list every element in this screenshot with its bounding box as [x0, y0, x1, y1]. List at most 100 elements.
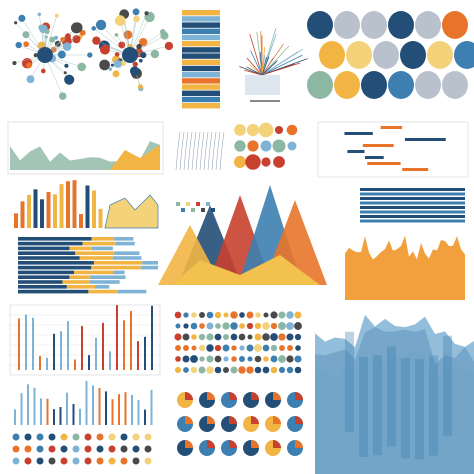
dot [254, 355, 262, 363]
bar [105, 391, 107, 425]
dot [294, 333, 302, 341]
stacked-bar [18, 270, 75, 275]
blob [334, 71, 360, 99]
dot [84, 457, 92, 465]
gantt-bar [402, 168, 429, 171]
fan-blade [203, 131, 209, 171]
dot [48, 445, 56, 453]
dot [182, 333, 190, 341]
tower-layer [182, 22, 220, 28]
dot [214, 366, 222, 374]
dot [175, 356, 181, 362]
bar [53, 409, 55, 425]
dot [206, 355, 214, 363]
pie-slice [295, 440, 303, 448]
bar [72, 403, 75, 425]
network-node [26, 75, 35, 84]
dot [255, 312, 261, 318]
gantt-bar [344, 132, 373, 135]
network-node [132, 61, 138, 67]
bar [33, 189, 38, 228]
stacked-bar [95, 285, 110, 289]
bar [14, 213, 18, 228]
fan-blade [187, 131, 193, 171]
column [415, 359, 424, 460]
stacked-bar [69, 275, 91, 279]
stacked-bar [140, 265, 158, 270]
stacked-bar [79, 256, 113, 260]
dot [270, 333, 278, 341]
dot [199, 323, 205, 329]
network-node [64, 63, 69, 68]
dot [294, 311, 302, 319]
dot [286, 322, 294, 330]
dot [258, 122, 274, 138]
dot [239, 312, 245, 318]
column [373, 355, 382, 456]
dot [286, 355, 294, 363]
dot [183, 345, 189, 351]
dot [24, 445, 32, 453]
dot [238, 366, 246, 374]
h-bar [360, 206, 465, 209]
network-node [110, 63, 114, 67]
column [443, 335, 452, 436]
tower-layer [182, 90, 220, 96]
stacked-bar [69, 246, 92, 251]
stacked-bar [112, 256, 142, 260]
dot [278, 355, 286, 363]
tower-layer [182, 10, 220, 16]
dot [286, 124, 298, 136]
dot [223, 312, 229, 318]
stacked-bar [18, 256, 80, 260]
network-node [114, 33, 119, 37]
dot [239, 323, 245, 329]
dot [246, 322, 254, 330]
dot [239, 356, 245, 362]
bar [123, 320, 125, 370]
bar [60, 331, 62, 370]
blob [415, 11, 441, 39]
network-node [129, 66, 140, 76]
dot [286, 333, 294, 341]
burst-ray [256, 31, 263, 76]
bar [53, 194, 57, 228]
dot [198, 344, 206, 352]
stacked-bar [18, 275, 70, 279]
stacked-bar [91, 237, 115, 241]
h-bar [360, 219, 465, 223]
dot [120, 445, 128, 453]
dot [263, 356, 269, 362]
bar [131, 394, 133, 425]
network-node [87, 52, 93, 58]
stacked-bar [91, 246, 113, 251]
bar [85, 185, 90, 228]
network-node [44, 35, 48, 39]
bar [33, 387, 36, 425]
dot [254, 344, 262, 352]
stacked-bar [89, 280, 120, 284]
network-node [23, 41, 29, 47]
dot [175, 345, 181, 351]
dot [287, 345, 293, 351]
dot [191, 334, 197, 340]
dot [295, 345, 301, 351]
dot [190, 355, 198, 363]
stacked-bar [114, 237, 134, 241]
gantt-bar [362, 144, 394, 147]
dot [287, 141, 297, 151]
dot [190, 366, 198, 374]
dot [246, 366, 254, 374]
network-node [114, 52, 120, 57]
stacked-bar [18, 265, 92, 270]
pie-slice [251, 392, 259, 400]
dot [84, 433, 92, 441]
fan-blade [175, 131, 181, 171]
stacked-bar [90, 275, 126, 279]
network-node [159, 29, 166, 35]
dot [230, 333, 238, 341]
dot [206, 322, 214, 330]
stacked-bar [74, 270, 114, 275]
